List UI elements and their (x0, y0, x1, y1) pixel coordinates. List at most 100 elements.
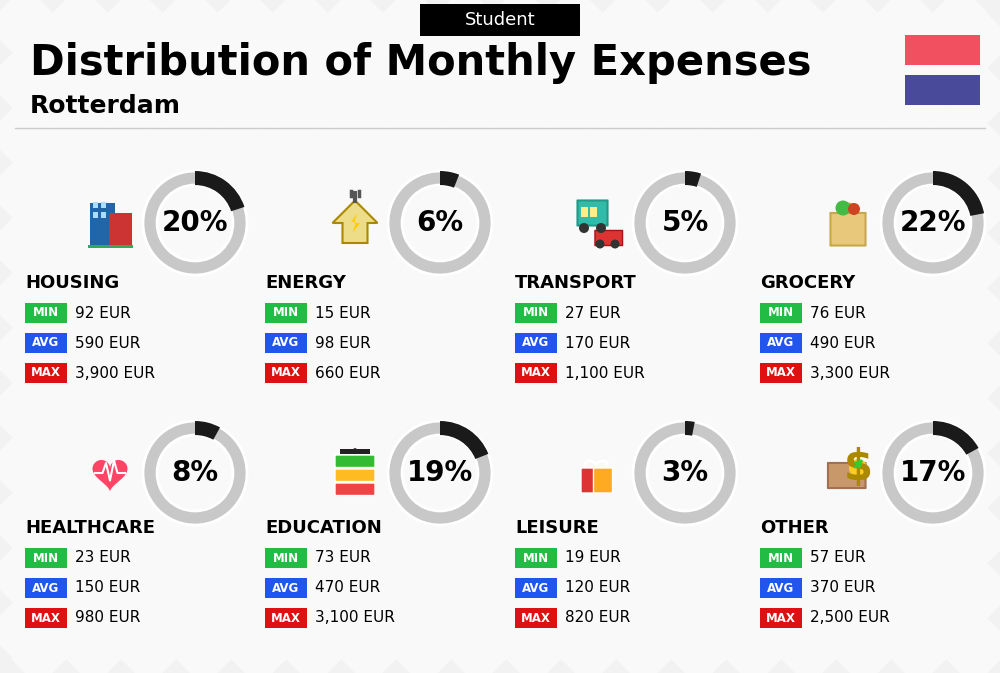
Wedge shape (143, 171, 247, 275)
Text: HEALTHCARE: HEALTHCARE (25, 519, 155, 537)
FancyBboxPatch shape (25, 548, 67, 568)
Text: MIN: MIN (33, 306, 59, 320)
Text: 98 EUR: 98 EUR (315, 336, 371, 351)
Text: LEISURE: LEISURE (515, 519, 599, 537)
Circle shape (836, 201, 850, 215)
Polygon shape (332, 201, 378, 243)
Polygon shape (93, 460, 127, 491)
FancyBboxPatch shape (515, 608, 557, 628)
Text: 3,300 EUR: 3,300 EUR (810, 365, 890, 380)
Text: 6%: 6% (416, 209, 464, 237)
FancyBboxPatch shape (595, 230, 623, 246)
FancyBboxPatch shape (25, 333, 67, 353)
Text: MAX: MAX (521, 612, 551, 625)
Bar (88, 244, 132, 248)
FancyBboxPatch shape (335, 469, 375, 481)
FancyBboxPatch shape (515, 333, 557, 353)
Text: MIN: MIN (768, 306, 794, 320)
Text: AVG: AVG (32, 581, 60, 594)
FancyBboxPatch shape (265, 578, 307, 598)
Circle shape (596, 223, 606, 233)
FancyBboxPatch shape (760, 578, 802, 598)
FancyBboxPatch shape (905, 75, 980, 105)
Text: MIN: MIN (523, 551, 549, 565)
Bar (101, 202, 106, 208)
Text: HOUSING: HOUSING (25, 274, 119, 292)
Wedge shape (440, 171, 459, 188)
Bar (581, 207, 588, 217)
FancyBboxPatch shape (828, 463, 866, 488)
FancyBboxPatch shape (25, 578, 67, 598)
FancyBboxPatch shape (265, 363, 307, 383)
Wedge shape (933, 171, 984, 216)
Text: 76 EUR: 76 EUR (810, 306, 866, 320)
Text: MAX: MAX (521, 367, 551, 380)
FancyBboxPatch shape (335, 455, 375, 468)
FancyBboxPatch shape (760, 608, 802, 628)
Circle shape (849, 459, 867, 477)
Text: 23 EUR: 23 EUR (75, 551, 131, 565)
Wedge shape (881, 171, 985, 275)
FancyBboxPatch shape (25, 303, 67, 323)
Text: 370 EUR: 370 EUR (810, 581, 875, 596)
Wedge shape (685, 171, 701, 187)
Text: AVG: AVG (522, 581, 550, 594)
FancyBboxPatch shape (581, 468, 600, 493)
FancyBboxPatch shape (905, 35, 980, 65)
Bar (92, 202, 98, 208)
Text: 19%: 19% (407, 459, 473, 487)
FancyBboxPatch shape (265, 333, 307, 353)
Text: 57 EUR: 57 EUR (810, 551, 866, 565)
FancyBboxPatch shape (515, 363, 557, 383)
Circle shape (579, 223, 589, 233)
Circle shape (610, 240, 620, 248)
Text: MAX: MAX (31, 612, 61, 625)
FancyBboxPatch shape (593, 468, 613, 493)
Wedge shape (388, 421, 492, 525)
FancyBboxPatch shape (265, 608, 307, 628)
FancyBboxPatch shape (760, 333, 802, 353)
Text: 3,900 EUR: 3,900 EUR (75, 365, 155, 380)
Text: MIN: MIN (523, 306, 549, 320)
Text: 150 EUR: 150 EUR (75, 581, 140, 596)
Bar (101, 212, 106, 218)
Text: 660 EUR: 660 EUR (315, 365, 380, 380)
Text: 820 EUR: 820 EUR (565, 610, 630, 625)
Text: MAX: MAX (271, 367, 301, 380)
Text: AVG: AVG (522, 336, 550, 349)
Text: 73 EUR: 73 EUR (315, 551, 371, 565)
Wedge shape (881, 421, 985, 525)
Text: 17%: 17% (900, 459, 966, 487)
FancyBboxPatch shape (265, 548, 307, 568)
Text: 8%: 8% (171, 459, 219, 487)
Polygon shape (342, 448, 368, 454)
Text: Rotterdam: Rotterdam (30, 94, 181, 118)
Polygon shape (351, 213, 360, 233)
FancyBboxPatch shape (760, 548, 802, 568)
FancyBboxPatch shape (420, 4, 580, 36)
Wedge shape (440, 421, 488, 459)
Wedge shape (143, 421, 247, 525)
Bar (92, 212, 98, 218)
Text: $: $ (844, 447, 872, 489)
Text: MIN: MIN (273, 306, 299, 320)
FancyBboxPatch shape (335, 483, 375, 495)
Text: AVG: AVG (272, 336, 300, 349)
Text: 170 EUR: 170 EUR (565, 336, 630, 351)
FancyBboxPatch shape (830, 213, 866, 246)
Text: MAX: MAX (766, 367, 796, 380)
Text: 92 EUR: 92 EUR (75, 306, 131, 320)
Wedge shape (633, 421, 737, 525)
Text: AVG: AVG (767, 336, 795, 349)
FancyBboxPatch shape (760, 363, 802, 383)
Circle shape (848, 203, 860, 215)
Text: 19 EUR: 19 EUR (565, 551, 621, 565)
Text: 20%: 20% (162, 209, 228, 237)
Text: TRANSPORT: TRANSPORT (515, 274, 637, 292)
Wedge shape (195, 421, 220, 439)
Text: 490 EUR: 490 EUR (810, 336, 875, 351)
Text: EDUCATION: EDUCATION (265, 519, 382, 537)
Text: MAX: MAX (766, 612, 796, 625)
Wedge shape (933, 421, 979, 455)
Bar (340, 449, 370, 454)
